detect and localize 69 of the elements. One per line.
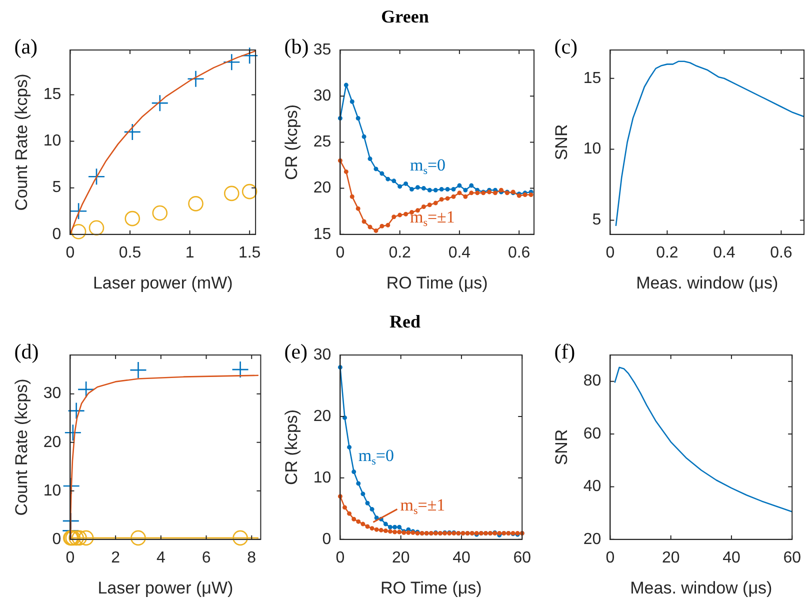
x-tick-label: 0 [66,244,75,262]
x-tick-label: 1 [185,244,194,262]
y-axis-title: SNR [552,429,571,466]
y-tick-label: 0 [52,226,62,243]
y-tick-label: 60 [583,425,602,442]
x-tick-label: 0.6 [770,244,792,262]
chart-title: Red [390,312,420,332]
y-axis-title: CR (kcps) [282,409,301,485]
x-tick-label: 40 [722,549,740,566]
y-tick-label: 40 [583,478,602,496]
x-tick-label: 8 [247,549,256,566]
y-tick-label: 15 [583,70,602,87]
x-tick-label: 0 [336,549,345,566]
y-tick-label: 10 [583,140,602,158]
y-tick-label: 25 [313,134,332,151]
y-tick-label: 10 [43,482,62,500]
x-axis-title: Meas. window (μs) [636,273,778,292]
y-tick-label: 30 [313,88,332,105]
y-axis-title: CR (kcps) [282,104,301,180]
x-tick-label: 0.2 [656,244,678,262]
y-tick-label: 10 [313,469,332,486]
x-tick-label: 60 [513,549,532,566]
x-tick-label: 2 [111,549,120,566]
x-axis-title: Laser power (mW) [92,273,233,292]
x-tick-label: 0.4 [448,244,471,262]
text: (d) [14,340,39,364]
text: (a) [14,34,38,59]
x-tick-label: 0 [66,549,75,566]
y-tick-label: 30 [43,385,62,402]
x-axis-title: RO Time (μs) [380,578,482,598]
x-tick-label: 0 [606,549,615,566]
x-tick-label: 20 [392,549,410,566]
y-tick-label: 5 [592,212,602,229]
x-tick-label: 4 [156,549,166,566]
text: (b) [284,34,309,59]
x-axis-title: Laser power (μW) [98,578,234,598]
y-axis-title: Count Rate (kcps) [12,378,31,516]
y-tick-label: 15 [43,86,62,104]
x-tick-label: 6 [202,549,211,566]
y-tick-label: 5 [52,179,62,196]
x-tick-label: 60 [783,549,802,566]
text: (c) [554,34,578,59]
y-tick-label: 30 [313,346,332,364]
y-tick-label: 20 [583,530,602,548]
x-tick-label: 0.4 [713,244,736,262]
y-axis-title: SNR [552,124,571,160]
x-tick-label: 0.6 [508,244,530,262]
y-tick-label: 20 [313,180,332,197]
y-tick-label: 80 [583,372,602,390]
x-tick-label: 20 [662,549,680,566]
x-axis-title: Meas. window (μs) [630,578,772,598]
x-tick-label: 0 [336,244,345,262]
x-axis-title: RO Time (μs) [386,273,488,292]
x-tick-label: 1.5 [238,244,261,262]
x-tick-label: 0.2 [388,244,412,262]
y-tick-label: 0 [322,530,332,548]
chart-title: Green [381,6,429,27]
y-axis-title: Count Rate (kcps) [12,74,31,211]
y-tick-label: 20 [43,434,62,451]
text: (f) [554,340,576,364]
y-tick-label: 0 [52,530,62,548]
x-tick-label: 0 [606,244,615,262]
y-tick-label: 35 [313,41,332,58]
text: (e) [284,340,308,364]
y-tick-label: 20 [313,408,332,425]
y-tick-label: 10 [43,132,62,150]
x-tick-label: 0.5 [118,244,142,262]
x-tick-label: 40 [452,549,470,566]
y-tick-label: 15 [313,226,332,243]
